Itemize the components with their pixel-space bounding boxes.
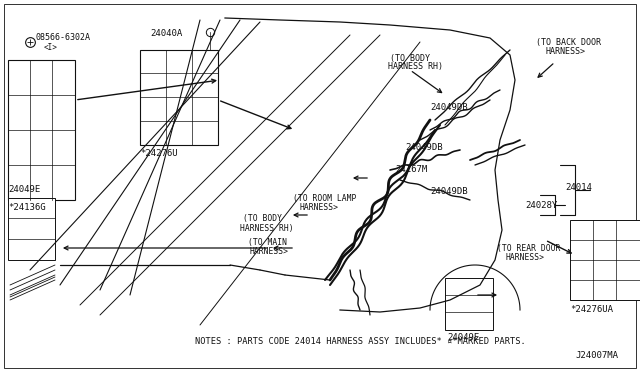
Text: HARNESS>: HARNESS> (505, 253, 544, 263)
Text: 24049DB: 24049DB (405, 144, 443, 153)
Text: 24049E: 24049E (8, 186, 40, 195)
Text: (TO BODY: (TO BODY (243, 214, 282, 222)
Text: (TO BACK DOOR: (TO BACK DOOR (536, 38, 601, 46)
Text: (TO BODY: (TO BODY (390, 54, 430, 62)
Text: *24136G: *24136G (8, 203, 45, 212)
Text: HARNESS RH): HARNESS RH) (240, 224, 294, 232)
Text: J24007MA: J24007MA (575, 350, 618, 359)
Text: 24049E: 24049E (447, 334, 479, 343)
Text: HARNESS>: HARNESS> (250, 247, 289, 257)
Text: 24028Y: 24028Y (525, 201, 557, 209)
Text: HARNESS>: HARNESS> (545, 48, 585, 57)
Bar (445, 278, 493, 330)
Text: <I>: <I> (44, 44, 58, 52)
Text: HARNESS RH): HARNESS RH) (388, 62, 443, 71)
Text: NOTES : PARTS CODE 24014 HARNESS ASSY INCLUDES* ¤*MARKED PARTS.: NOTES : PARTS CODE 24014 HARNESS ASSY IN… (195, 337, 525, 346)
Bar (8, 60, 75, 200)
Text: 24049DB: 24049DB (430, 187, 468, 196)
Text: 24040A: 24040A (150, 29, 182, 38)
Text: 24014: 24014 (565, 183, 592, 192)
Bar (140, 50, 218, 145)
Text: *24276UA: *24276UA (570, 305, 613, 314)
Text: 24167M: 24167M (395, 166, 428, 174)
Text: *24276U: *24276U (140, 148, 178, 157)
Bar (8, 198, 55, 260)
Text: 08566-6302A: 08566-6302A (36, 33, 91, 42)
Text: 24049DB: 24049DB (430, 103, 468, 112)
Bar (570, 220, 640, 300)
Text: (TO REAR DOOR: (TO REAR DOOR (497, 244, 561, 253)
Text: (TO MAIN: (TO MAIN (248, 237, 287, 247)
Text: HARNESS>: HARNESS> (300, 203, 339, 212)
Text: (TO ROOM LAMP: (TO ROOM LAMP (293, 193, 356, 202)
